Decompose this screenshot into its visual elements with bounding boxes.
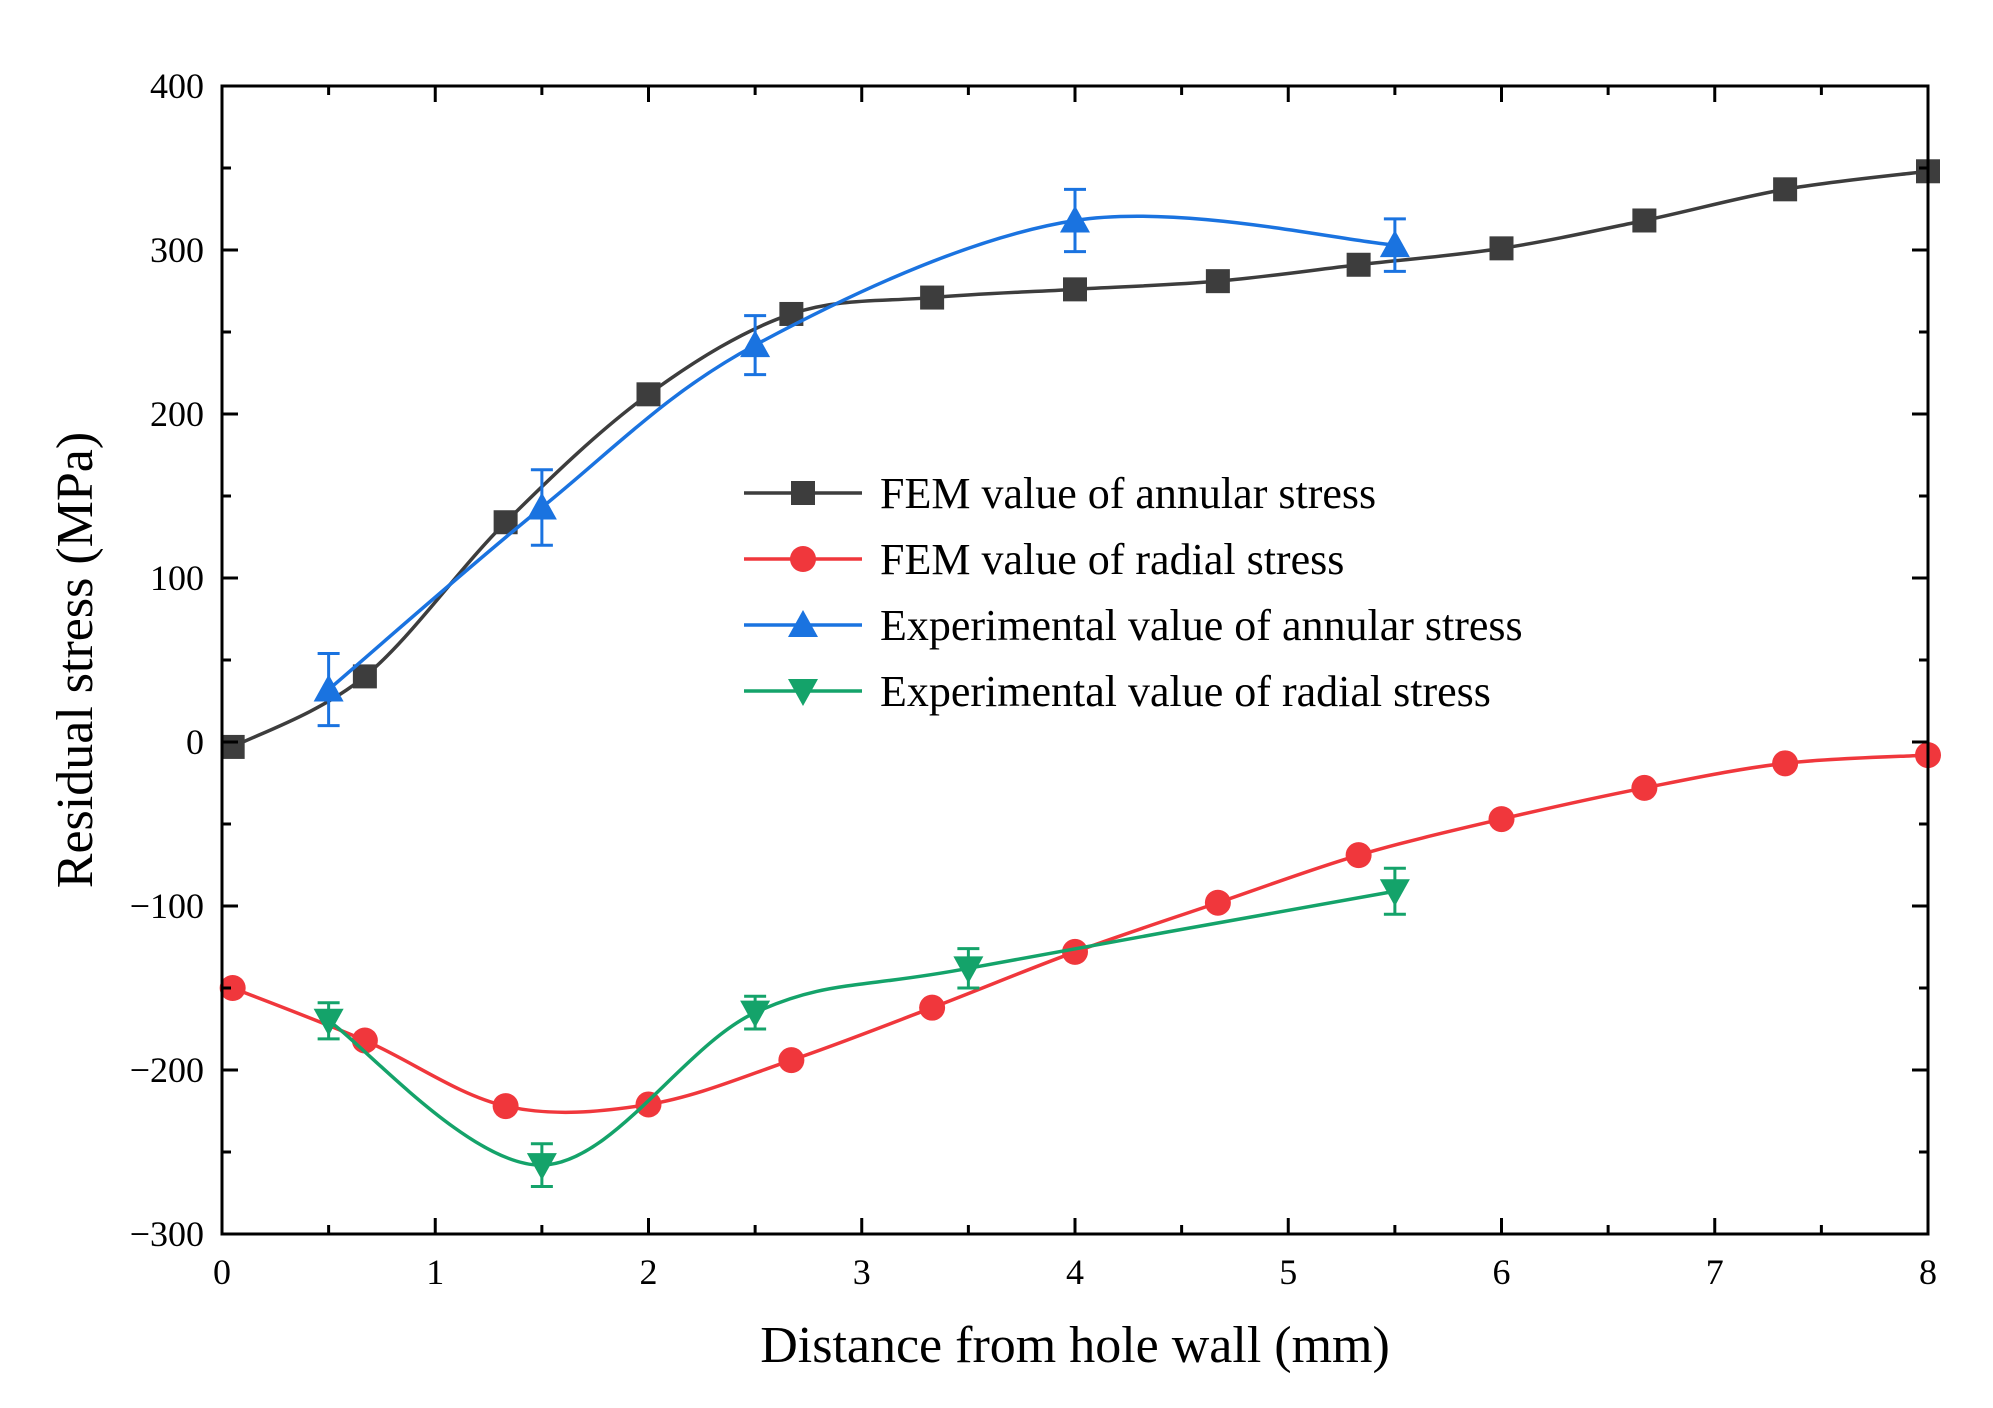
x-tick-label: 6 [1493, 1252, 1511, 1292]
data-point [1062, 938, 1088, 965]
data-point [313, 1008, 344, 1036]
series-4 [313, 866, 1410, 1188]
data-point [778, 1047, 805, 1074]
x-tick-label: 8 [1919, 1252, 1937, 1292]
legend-marker [788, 610, 818, 637]
legend-item-2: FEM value of radial stress [744, 535, 1344, 584]
data-point [740, 1000, 771, 1028]
y-axis-title: Residual stress (MPa) [47, 432, 104, 888]
axes-layer: 0 1 2 3 4 5 6 7 8 −300 −200 −100 0 100 200 300 400 [130, 66, 1937, 1292]
y-tick-label: 200 [150, 394, 204, 434]
series-layer [219, 159, 1941, 1188]
data-point [1205, 269, 1230, 294]
y-tick-label: 300 [150, 230, 204, 270]
data-point [1345, 842, 1372, 869]
data-point [1063, 277, 1087, 302]
series-1 [220, 159, 1940, 759]
data-point [1379, 879, 1410, 907]
data-point [492, 1093, 519, 1120]
legend: FEM value of annular stress FEM value of … [744, 469, 1523, 716]
legend-marker [791, 481, 815, 505]
legend-item-4: Experimental value of radial stress [744, 667, 1491, 716]
data-point [1346, 252, 1371, 277]
data-point [313, 674, 344, 702]
series-line [327, 214, 1396, 691]
y-tick-label: −200 [130, 1050, 204, 1090]
data-point [740, 330, 771, 358]
data-point [1204, 889, 1231, 916]
data-point [636, 382, 661, 407]
x-axis-title: Distance from hole wall (mm) [760, 1317, 1390, 1374]
legend-marker [790, 546, 816, 572]
legend-marker [788, 679, 818, 706]
data-point [953, 956, 984, 984]
x-tick-label: 1 [426, 1252, 444, 1292]
data-point [1631, 774, 1658, 801]
x-tick-label: 5 [1279, 1252, 1297, 1292]
legend-label: FEM value of radial stress [880, 535, 1344, 584]
data-point [1772, 750, 1799, 777]
data-point [352, 664, 377, 689]
series-2 [219, 742, 1941, 1120]
data-point [526, 1153, 557, 1181]
data-point [1632, 208, 1657, 233]
y-tick-label: 400 [150, 66, 204, 106]
y-tick-label: 100 [150, 558, 204, 598]
x-tick-label: 4 [1066, 1252, 1084, 1292]
y-tick-label: −300 [130, 1214, 204, 1254]
data-point [220, 734, 245, 759]
data-point [526, 492, 557, 520]
data-point [919, 994, 946, 1021]
x-tick-label: 0 [213, 1252, 231, 1292]
data-point [1060, 205, 1090, 233]
legend-item-1: FEM value of annular stress [744, 469, 1376, 518]
data-point [1773, 177, 1798, 202]
series-3 [313, 187, 1410, 728]
y-tick-label: −100 [130, 886, 204, 926]
data-point [635, 1091, 662, 1118]
data-point [1489, 236, 1514, 261]
data-point [1379, 230, 1410, 258]
data-point [219, 975, 246, 1001]
x-tick-label: 7 [1706, 1252, 1724, 1292]
x-tick-label: 2 [640, 1252, 658, 1292]
data-point [1488, 806, 1515, 833]
y-tick-label: 0 [186, 722, 204, 762]
legend-label: FEM value of annular stress [880, 469, 1376, 518]
legend-item-3: Experimental value of annular stress [744, 601, 1523, 650]
x-tick-label: 3 [853, 1252, 871, 1292]
legend-label: Experimental value of annular stress [880, 601, 1523, 650]
data-point [920, 285, 945, 310]
legend-label: Experimental value of radial stress [880, 667, 1491, 716]
